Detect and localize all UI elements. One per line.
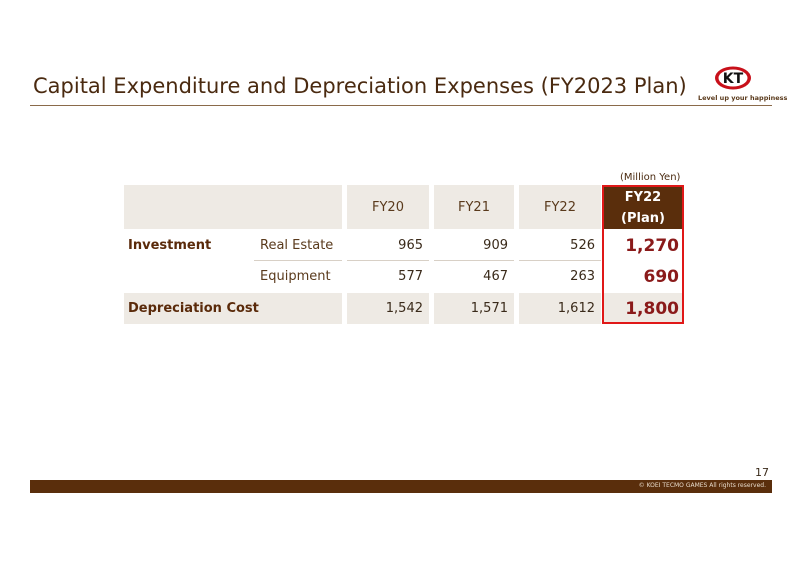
page-number: 17 <box>755 466 769 479</box>
row-divider <box>254 260 342 261</box>
kt-logo-icon: KT <box>715 66 751 90</box>
footer-bar: © KOEI TECMO GAMES All rights reserved. <box>30 480 772 493</box>
row-category-investment: Investment <box>128 238 212 253</box>
company-logo: KT Level up your happiness <box>698 66 788 106</box>
value-real-estate-fy20: 965 <box>398 238 423 253</box>
row-divider <box>519 260 601 261</box>
row-item-real-estate: Real Estate <box>260 238 334 253</box>
value-equipment-fy21: 467 <box>483 269 508 284</box>
header-fy22: FY22 <box>519 185 601 229</box>
row-category-empty <box>124 262 254 291</box>
title-divider <box>30 105 772 106</box>
row-divider <box>347 260 429 261</box>
logo-tagline: Level up your happiness <box>698 94 788 102</box>
value-real-estate-fy22: 526 <box>570 238 595 253</box>
row-category-depreciation: Depreciation Cost <box>124 293 342 324</box>
copyright-text: © KOEI TECMO GAMES All rights reserved. <box>638 482 766 489</box>
svg-text:KT: KT <box>723 71 744 87</box>
table-header-blank <box>124 185 342 229</box>
header-fy22-plan: FY22 (Plan) <box>603 186 683 229</box>
header-fy20: FY20 <box>347 185 429 229</box>
value-equipment-fy22: 263 <box>570 269 595 284</box>
header-fy21: FY21 <box>434 185 514 229</box>
plan-header-line2: (Plan) <box>621 210 665 226</box>
value-depreciation-fy22: 1,612 <box>519 293 601 324</box>
unit-label: (Million Yen) <box>620 172 681 183</box>
row-divider <box>434 260 514 261</box>
value-depreciation-plan: 1,800 <box>603 293 683 324</box>
value-depreciation-fy21: 1,571 <box>434 293 514 324</box>
value-equipment-fy20: 577 <box>398 269 423 284</box>
slide-title: Capital Expenditure and Depreciation Exp… <box>33 74 687 98</box>
value-equipment-plan: 690 <box>643 266 680 287</box>
plan-header-line1: FY22 <box>624 189 662 205</box>
value-real-estate-plan: 1,270 <box>625 235 679 256</box>
value-depreciation-fy20: 1,542 <box>347 293 429 324</box>
row-item-equipment: Equipment <box>260 269 331 284</box>
value-real-estate-fy21: 909 <box>483 238 508 253</box>
